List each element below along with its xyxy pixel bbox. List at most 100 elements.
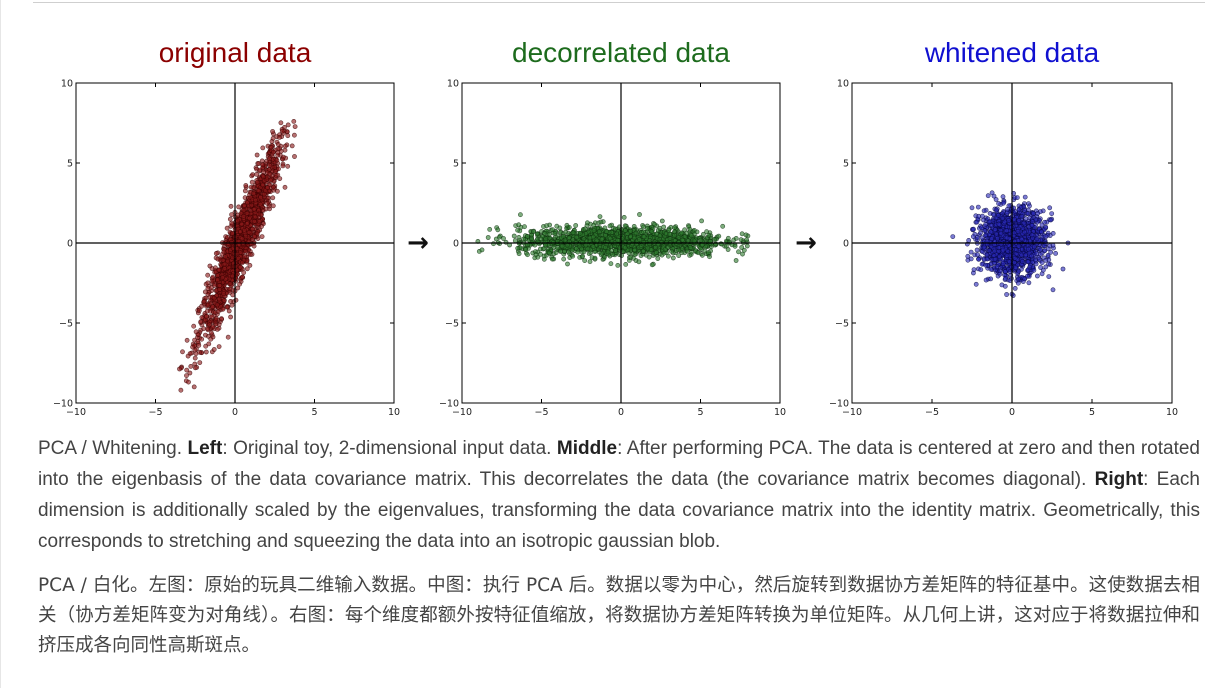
- scatter-point: [679, 230, 684, 236]
- scatter-point: [260, 162, 265, 168]
- scatter-point: [706, 250, 711, 255]
- scatter-point: [1004, 210, 1010, 216]
- scatter-point: [210, 324, 216, 330]
- scatter-point: [241, 227, 247, 233]
- scatter-point: [275, 150, 281, 156]
- scatter-point: [202, 289, 208, 295]
- scatter-point: [989, 222, 995, 228]
- scatter-point: [975, 252, 980, 258]
- scatter-point: [615, 237, 621, 243]
- scatter-point: [1000, 194, 1006, 200]
- scatter-point: [558, 249, 564, 254]
- scatter-point: [987, 219, 993, 224]
- scatter-point: [192, 337, 197, 343]
- scatter-point: [244, 221, 250, 227]
- scatter-point: [215, 309, 221, 314]
- scatter-point: [495, 227, 501, 233]
- scatter-point: [988, 229, 994, 235]
- scatter-point: [228, 314, 233, 320]
- scatter-point: [1016, 276, 1021, 282]
- scatter-point: [999, 282, 1005, 288]
- scatter-point: [968, 249, 974, 255]
- scatter-point: [1027, 203, 1032, 209]
- scatter-point: [268, 144, 274, 150]
- y-tick-label: 5: [453, 159, 459, 170]
- scatter-point: [271, 149, 276, 155]
- scatter-point: [976, 213, 982, 219]
- scatter-point: [699, 218, 704, 224]
- scatter-point: [981, 208, 987, 214]
- scatter-point: [970, 234, 976, 239]
- x-tick-label: 5: [1089, 407, 1095, 418]
- scatter-point: [267, 163, 273, 168]
- scatter-point: [212, 265, 218, 271]
- caption-chinese: PCA / 白化。左图：原始的玩具二维输入数据。中图：执行 PCA 后。数据以零…: [38, 575, 1200, 656]
- scatter-point: [550, 227, 555, 232]
- scatter-point: [546, 231, 552, 237]
- scatter-point: [225, 334, 231, 340]
- scatter-point: [659, 218, 665, 224]
- scatter-point: [1004, 292, 1009, 297]
- scatter-point: [511, 233, 517, 239]
- scatter-point: [968, 256, 974, 262]
- scatter-point: [707, 254, 712, 260]
- scatter-point: [1022, 194, 1028, 200]
- scatter-point: [570, 230, 576, 236]
- scatter-point: [205, 272, 211, 278]
- scatter-point: [230, 273, 235, 279]
- scatter-point: [187, 370, 193, 376]
- caption-text-1: PCA / Whitening.: [38, 438, 188, 459]
- scatter-point: [217, 287, 222, 292]
- scatter-point: [1015, 228, 1021, 234]
- scatter-point: [689, 233, 694, 238]
- scatter-point: [1035, 211, 1040, 216]
- scatter-point: [1019, 252, 1025, 258]
- scatter-point: [249, 202, 255, 208]
- scatter-point: [278, 120, 284, 126]
- scatter-point: [997, 253, 1002, 259]
- transform-arrow-icon: →: [795, 228, 817, 258]
- scatter-point: [971, 267, 977, 272]
- scatter-point: [203, 343, 209, 349]
- scatter-point: [615, 262, 621, 268]
- scatter-point: [229, 212, 234, 217]
- scatter-point: [531, 229, 536, 235]
- scatter-point: [608, 261, 614, 267]
- scatter-point: [632, 247, 638, 253]
- scatter-point: [239, 274, 245, 280]
- scatter-point: [279, 128, 285, 134]
- scatter-point: [221, 291, 226, 296]
- scatter-point: [211, 347, 217, 352]
- scatter-point: [591, 228, 597, 233]
- scatter-point: [270, 203, 276, 209]
- scatter-point: [688, 245, 693, 250]
- scatter-point: [197, 349, 202, 355]
- scatter-series: [177, 119, 298, 393]
- scatter-point: [637, 212, 642, 217]
- scatter-point: [559, 243, 565, 249]
- scatter-point: [653, 249, 659, 255]
- scatter-point: [203, 349, 209, 355]
- scatter-point: [259, 224, 264, 229]
- x-tick-label: −5: [534, 407, 548, 418]
- scatter-point: [487, 226, 493, 232]
- y-tick-label: −10: [53, 399, 73, 410]
- scatter-point: [992, 256, 998, 262]
- x-tick-label: −5: [148, 407, 162, 418]
- scatter-point: [1025, 211, 1031, 216]
- scatter-point: [1047, 243, 1053, 249]
- x-tick-label: 10: [388, 407, 400, 418]
- scatter-point: [285, 122, 291, 128]
- scatter-point: [251, 206, 257, 212]
- scatter-point: [672, 229, 677, 235]
- scatter-point: [632, 252, 638, 257]
- scatter-point: [1019, 236, 1024, 242]
- scatter-point: [237, 264, 243, 270]
- scatter-point: [199, 315, 205, 320]
- scatter-point: [565, 261, 570, 267]
- scatter-point: [657, 233, 663, 239]
- scatter-point: [991, 193, 997, 199]
- scatter-point: [733, 235, 739, 241]
- scatter-point: [1046, 274, 1052, 279]
- scatter-point: [209, 278, 215, 284]
